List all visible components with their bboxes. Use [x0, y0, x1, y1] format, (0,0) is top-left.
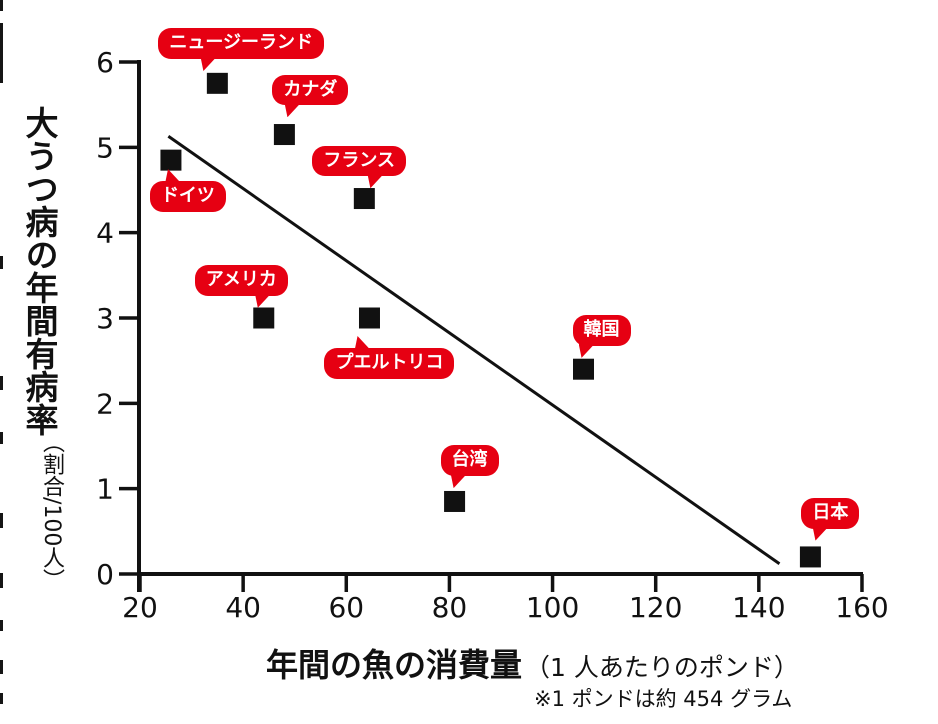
- country-badge-taiwan: 台湾: [440, 445, 499, 489]
- page-edge-artifact-mark: [0, 23, 3, 83]
- x-tick-label: 80: [432, 591, 468, 624]
- country-badge-south-korea: 韓国: [572, 315, 631, 358]
- x-tick-label: 20: [122, 591, 158, 624]
- data-point-france: [353, 188, 375, 210]
- country-badge-label: アメリカ: [205, 269, 277, 290]
- page-edge-artifact-mark: [0, 0, 3, 11]
- page-edge-artifact-mark: [0, 660, 3, 674]
- data-point-japan: [799, 546, 821, 568]
- page-edge-artifact-mark: [0, 620, 3, 631]
- country-badge-label: ニュージーランド: [169, 32, 313, 54]
- page-edge-artifact-mark: [0, 573, 3, 588]
- axis-lines: [137, 60, 863, 592]
- x-tick-label: 40: [225, 591, 261, 624]
- y-axis-subtitle: （割合/100人）: [39, 431, 64, 591]
- x-tick-label: 140: [732, 591, 785, 624]
- x-axis-title-row: 年間の魚の消費量 （1 人あたりのポンド）: [266, 640, 799, 686]
- page-edge-artifact-mark: [0, 432, 3, 444]
- data-point-puerto-rico: [358, 307, 380, 329]
- y-tick-label: 1: [96, 473, 114, 506]
- y-tick-label: 3: [96, 302, 114, 335]
- y-tick-label: 2: [96, 387, 114, 420]
- trend-line: [167, 135, 781, 565]
- y-tick-label: 5: [96, 131, 114, 164]
- x-tick-label: 100: [526, 591, 579, 624]
- y-tick-label: 0: [96, 558, 114, 591]
- y-tick-label: 4: [96, 217, 114, 250]
- country-badge-label: カナダ: [283, 78, 338, 100]
- country-badge-puerto-rico: プエルトリコ: [324, 336, 455, 379]
- country-badge-label: 韓国: [583, 319, 620, 341]
- x-axis-subtitle: （1 人あたりのポンド）: [525, 653, 799, 682]
- data-point-usa: [253, 307, 275, 329]
- country-badge-label: 台湾: [451, 449, 488, 471]
- x-axis-title: 年間の魚の消費量: [266, 646, 523, 684]
- country-badge-label: 日本: [812, 501, 849, 523]
- country-badge-label: フランス: [323, 149, 395, 171]
- data-point-taiwan: [444, 490, 466, 512]
- data-point-germany: [160, 149, 182, 171]
- data-point-new-zealand: [206, 72, 228, 94]
- x-axis-note: ※1 ポンドは約 454 グラム: [534, 687, 793, 711]
- page-edge-artifact-mark: [0, 693, 3, 704]
- page-edge-artifact-mark: [0, 376, 3, 390]
- country-badge-germany: ドイツ: [149, 169, 226, 212]
- country-badge-usa: アメリカ: [194, 265, 288, 308]
- country-badge-new-zealand: ニュージーランド: [158, 28, 324, 72]
- data-point-south-korea: [573, 358, 595, 380]
- page-edge-artifact-mark: [0, 513, 3, 528]
- country-badge-canada: カナダ: [272, 74, 349, 118]
- x-tick-label: 160: [835, 591, 888, 624]
- y-tick-label: 6: [96, 46, 114, 79]
- x-tick-label: 60: [328, 591, 364, 624]
- country-badge-label: ドイツ: [160, 185, 215, 207]
- data-point-canada: [273, 124, 295, 146]
- page-edge-artifact-mark: [0, 256, 3, 269]
- country-badge-france: フランス: [312, 145, 406, 189]
- y-axis-title: 大うつ病の年間有病率: [20, 106, 59, 436]
- x-tick-label: 120: [629, 591, 682, 624]
- country-badge-label: プエルトリコ: [335, 352, 444, 373]
- country-badge-japan: 日本: [801, 497, 860, 541]
